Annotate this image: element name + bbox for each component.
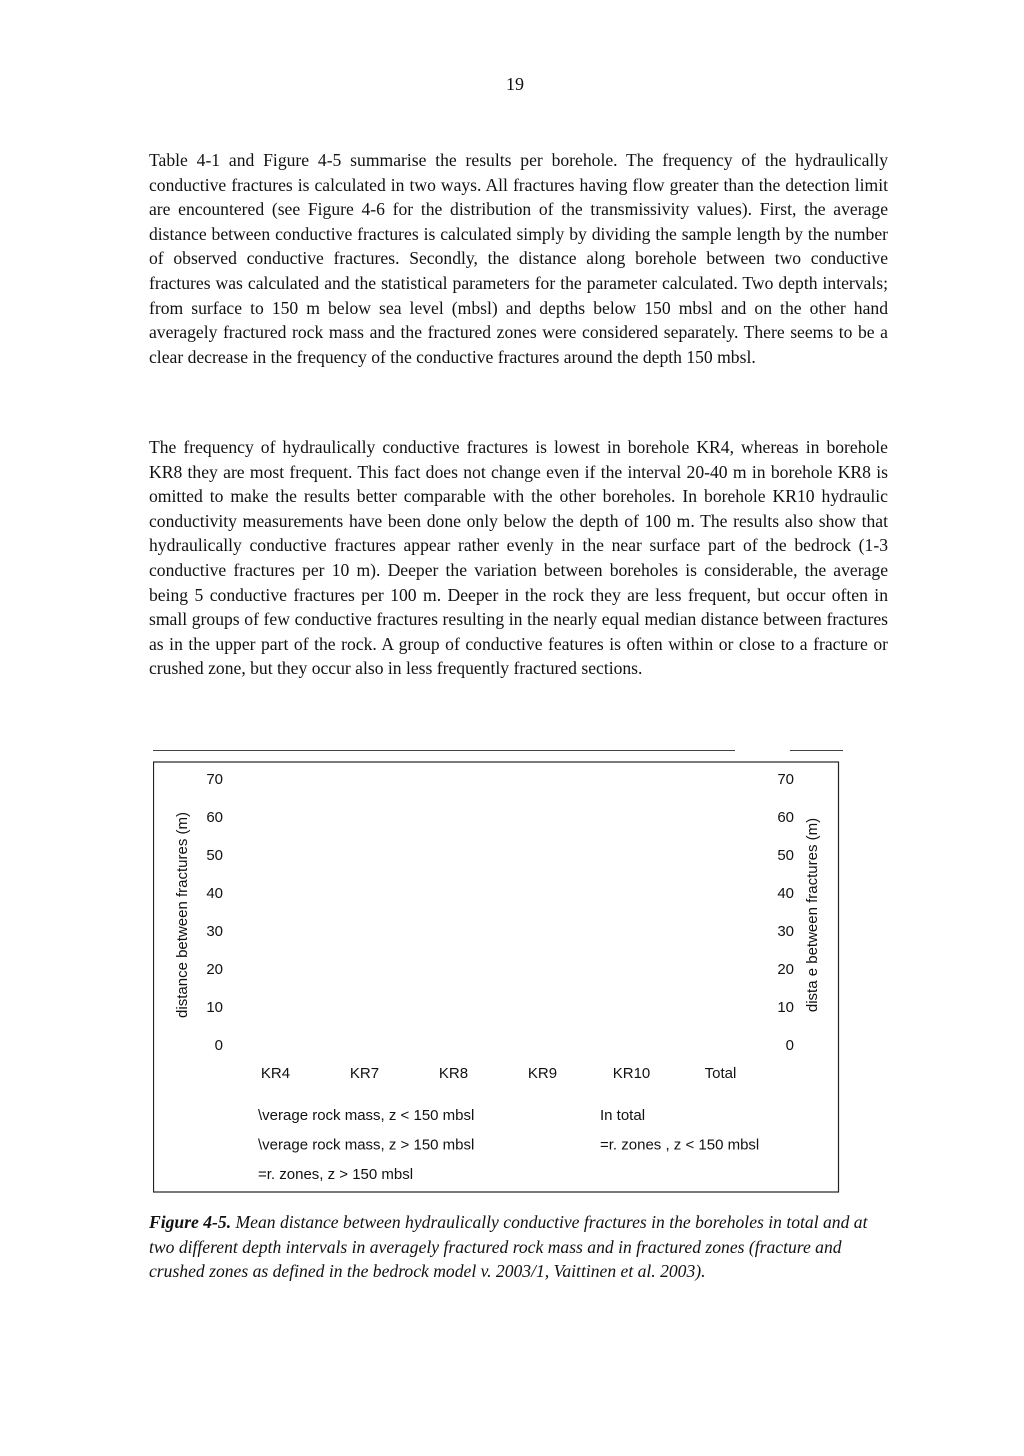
y-axis-label: distance between fractures (m) [174,812,191,1018]
x-tick-label: KR9 [528,1065,557,1082]
y-tick-label: 30 [206,923,223,940]
paragraph: Table 4-1 and Figure 4-5 summarise the r… [149,150,888,367]
y2-tick-label: 10 [777,999,794,1016]
y-tick-label: 40 [206,885,223,902]
caption-label: Figure 4-5. [149,1212,232,1232]
y-tick-label: 60 [206,809,223,826]
legend-entry: \verage rock mass, z > 150 mbsl [258,1136,474,1153]
x-tick-label: KR7 [350,1065,379,1082]
legend-entry: In total [600,1107,645,1124]
x-tick-label: KR8 [439,1065,468,1082]
caption-text: Mean distance between hydraulically cond… [149,1212,868,1282]
y-tick-label: 50 [206,847,223,864]
legend-entry: =r. zones , z < 150 mbsl [600,1136,759,1153]
y-tick-label: 10 [206,999,223,1016]
page-number: 19 [506,74,524,94]
x-tick-label: KR4 [261,1065,290,1082]
y-tick-label: 0 [215,1037,223,1054]
figure-frame [153,761,840,1193]
x-tick-label: KR10 [613,1065,651,1082]
y2-tick-label: 30 [777,923,794,940]
y2-tick-label: 0 [786,1037,794,1054]
y2-axis-label: dista e between fractures (m) [804,818,821,1012]
y2-tick-label: 20 [777,961,794,978]
legend-entry: =r. zones, z > 150 mbsl [258,1166,413,1183]
y2-tick-label: 60 [777,809,794,826]
figure-caption: Figure 4-5. Mean distance between hydrau… [149,1210,888,1284]
y-tick-label: 70 [206,771,223,788]
y2-tick-label: 70 [777,771,794,788]
y2-tick-label: 40 [777,885,794,902]
figure: distance between fractures (m) dista e b… [153,750,843,1193]
x-tick-label: Total [705,1065,737,1082]
legend-entry: \verage rock mass, z < 150 mbsl [258,1107,474,1124]
y-tick-label: 20 [206,961,223,978]
paragraph: The frequency of hydraulically conductiv… [149,437,888,679]
y2-tick-label: 50 [777,847,794,864]
